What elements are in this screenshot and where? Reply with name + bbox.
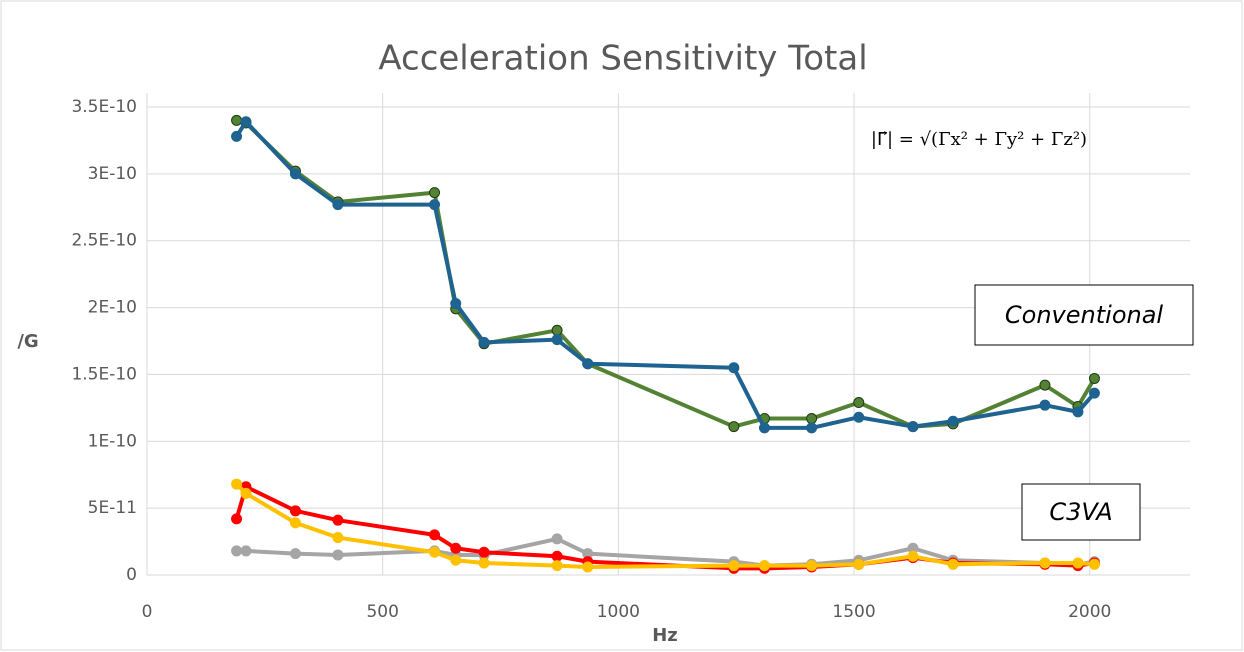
data-point [231, 545, 243, 557]
data-point [853, 558, 865, 570]
data-point [853, 411, 865, 423]
y-axis-label: /G [17, 331, 38, 352]
x-axis-label: Hz [652, 625, 678, 646]
data-point [806, 413, 818, 425]
x-tick-label: 0 [142, 602, 153, 622]
data-point [429, 187, 441, 199]
data-point [478, 557, 490, 569]
data-point [758, 422, 770, 434]
data-point [806, 422, 818, 434]
data-point [758, 560, 770, 572]
data-point [582, 358, 594, 370]
data-point [1072, 557, 1084, 569]
data-point [332, 514, 344, 526]
data-point [450, 554, 462, 566]
y-tick-label: 0 [126, 565, 137, 585]
data-point [1088, 387, 1100, 399]
data-point [429, 546, 441, 558]
data-point [551, 550, 563, 562]
y-tick-label: 3E-10 [88, 164, 137, 184]
data-point [240, 116, 252, 128]
series-line [236, 536, 1095, 568]
data-point [231, 130, 243, 142]
data-point [332, 199, 344, 211]
data-point [231, 114, 243, 126]
data-point [947, 558, 959, 570]
annotation-box [974, 284, 1194, 346]
formula: |Γ⃗| = √(Γx² + Γy² + Γz²) [871, 129, 1087, 150]
data-point [551, 324, 563, 336]
data-point [1088, 558, 1100, 570]
data-point [907, 421, 919, 433]
data-point [332, 549, 344, 561]
data-point [231, 513, 243, 525]
data-point [551, 560, 563, 572]
annotation: C3VA [1049, 498, 1112, 526]
formula-box [873, 118, 1085, 160]
data-point [853, 397, 865, 409]
x-tick-label: 2000 [1068, 602, 1111, 622]
series-line [235, 482, 1095, 569]
y-tick-label: 5E-11 [88, 498, 137, 518]
data-point [728, 362, 740, 374]
data-point [332, 532, 344, 544]
x-tick-label: 1000 [597, 602, 640, 622]
data-point [240, 545, 252, 557]
y-tick-label: 2.5E-10 [71, 231, 137, 251]
data-point [231, 478, 243, 490]
data-point [1072, 406, 1084, 418]
data-point [1039, 399, 1051, 411]
data-point [1088, 372, 1100, 384]
data-point [582, 561, 594, 573]
data-point [907, 550, 919, 562]
x-tick-label: 1500 [832, 602, 875, 622]
data-point [289, 505, 301, 517]
data-point [478, 336, 490, 348]
data-point [947, 415, 959, 427]
data-point [429, 199, 441, 211]
data-point [806, 560, 818, 572]
data-point [551, 533, 563, 545]
data-point [450, 542, 462, 554]
data-point [450, 298, 462, 310]
data-point [1039, 379, 1051, 391]
data-point [429, 529, 441, 541]
y-tick-label: 1.5E-10 [71, 364, 137, 384]
data-point [551, 334, 563, 346]
data-point [728, 421, 740, 433]
annotation-box [1021, 483, 1141, 541]
data-point [289, 168, 301, 180]
data-point [728, 560, 740, 572]
y-tick-label: 2E-10 [88, 298, 137, 318]
annotation: Conventional [1005, 301, 1164, 329]
data-point [478, 546, 490, 558]
series-line [234, 119, 1096, 430]
data-point [1039, 557, 1051, 569]
chart-title: Acceleration Sensitivity Total [378, 39, 867, 79]
y-tick-label: 1E-10 [88, 431, 137, 451]
data-point [240, 487, 252, 499]
x-tick-label: 500 [366, 602, 398, 622]
data-point [289, 548, 301, 560]
y-tick-label: 3.5E-10 [71, 97, 137, 117]
data-point [289, 517, 301, 529]
